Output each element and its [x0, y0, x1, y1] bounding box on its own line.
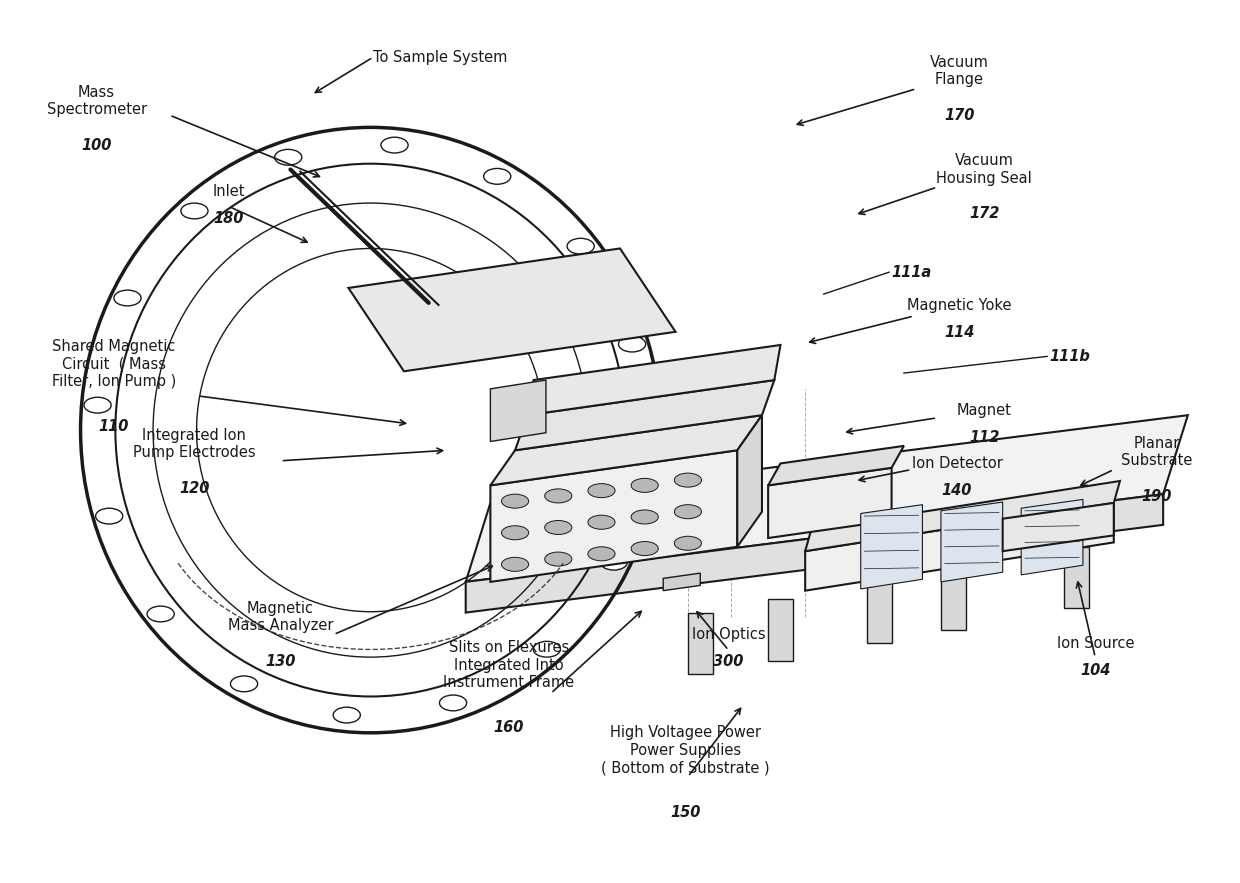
- Ellipse shape: [619, 336, 646, 352]
- Ellipse shape: [544, 552, 572, 566]
- Text: Magnet: Magnet: [957, 404, 1012, 419]
- Polygon shape: [941, 569, 966, 630]
- Polygon shape: [941, 502, 1003, 582]
- Polygon shape: [738, 415, 761, 547]
- Text: 114: 114: [945, 325, 975, 340]
- Text: Vacuum
Flange: Vacuum Flange: [930, 55, 990, 87]
- Ellipse shape: [631, 541, 658, 555]
- Ellipse shape: [484, 169, 511, 185]
- Polygon shape: [1064, 547, 1089, 608]
- Text: 300: 300: [713, 653, 744, 668]
- Polygon shape: [1003, 503, 1114, 551]
- Polygon shape: [805, 503, 1114, 591]
- Ellipse shape: [274, 149, 301, 165]
- Polygon shape: [466, 494, 1163, 613]
- Ellipse shape: [588, 484, 615, 498]
- Text: Slits on Flexures
Integrated Into
Instrument Frame: Slits on Flexures Integrated Into Instru…: [444, 640, 574, 691]
- Text: 111a: 111a: [892, 265, 931, 280]
- Polygon shape: [490, 380, 546, 442]
- Polygon shape: [490, 450, 738, 582]
- Ellipse shape: [231, 676, 258, 691]
- Text: 160: 160: [494, 720, 525, 735]
- Polygon shape: [861, 505, 923, 589]
- Text: 170: 170: [945, 108, 975, 123]
- Text: Mass
Spectrometer: Mass Spectrometer: [47, 85, 146, 117]
- Text: Magnetic
Mass Analyzer: Magnetic Mass Analyzer: [228, 600, 334, 633]
- Ellipse shape: [675, 505, 702, 518]
- Ellipse shape: [675, 536, 702, 550]
- Ellipse shape: [600, 555, 627, 570]
- Ellipse shape: [114, 291, 141, 306]
- Polygon shape: [1022, 500, 1083, 575]
- Polygon shape: [805, 481, 1120, 551]
- Polygon shape: [688, 613, 713, 674]
- Ellipse shape: [631, 510, 658, 524]
- Polygon shape: [490, 415, 761, 486]
- Text: 130: 130: [265, 653, 295, 668]
- Ellipse shape: [381, 137, 408, 153]
- Ellipse shape: [181, 203, 208, 219]
- Ellipse shape: [631, 479, 658, 493]
- Polygon shape: [768, 600, 792, 660]
- Ellipse shape: [630, 447, 657, 463]
- Polygon shape: [768, 446, 904, 486]
- Ellipse shape: [544, 489, 572, 503]
- Ellipse shape: [588, 547, 615, 561]
- Text: Vacuum
Housing Seal: Vacuum Housing Seal: [936, 154, 1032, 185]
- Text: 110: 110: [99, 419, 129, 434]
- Ellipse shape: [501, 557, 528, 571]
- Text: 172: 172: [968, 207, 999, 222]
- Text: Ion Optics: Ion Optics: [692, 627, 765, 642]
- Text: 180: 180: [213, 211, 244, 226]
- Text: 150: 150: [671, 804, 701, 819]
- Text: Magnetic Yoke: Magnetic Yoke: [908, 298, 1012, 313]
- Ellipse shape: [501, 525, 528, 540]
- Text: 190: 190: [1142, 489, 1172, 504]
- Text: Ion Source: Ion Source: [1056, 636, 1135, 651]
- Polygon shape: [867, 582, 892, 644]
- Ellipse shape: [439, 695, 466, 711]
- Polygon shape: [515, 380, 774, 450]
- Text: High Voltagee Power
Power Supplies
( Bottom of Substrate ): High Voltagee Power Power Supplies ( Bot…: [601, 726, 770, 775]
- Text: 104: 104: [1080, 662, 1111, 677]
- Polygon shape: [768, 468, 892, 538]
- Ellipse shape: [675, 473, 702, 487]
- Text: 140: 140: [942, 483, 972, 498]
- Ellipse shape: [334, 707, 361, 723]
- Ellipse shape: [148, 606, 174, 622]
- Ellipse shape: [533, 641, 560, 657]
- Text: 120: 120: [179, 481, 210, 496]
- Text: 112: 112: [968, 430, 999, 445]
- Text: Inlet: Inlet: [212, 184, 246, 199]
- Ellipse shape: [95, 509, 123, 524]
- Polygon shape: [527, 345, 780, 415]
- Text: Integrated Ion
Pump Electrodes: Integrated Ion Pump Electrodes: [133, 428, 255, 460]
- Ellipse shape: [501, 494, 528, 509]
- Polygon shape: [663, 573, 701, 591]
- Text: 111b: 111b: [1049, 349, 1090, 364]
- Text: 100: 100: [82, 138, 112, 153]
- Ellipse shape: [588, 515, 615, 529]
- Polygon shape: [466, 415, 1188, 582]
- Ellipse shape: [567, 238, 594, 254]
- Ellipse shape: [84, 397, 112, 413]
- Text: To Sample System: To Sample System: [373, 49, 507, 64]
- Text: Shared Magnetic
Circuit  ( Mass
Filter, Ion Pump ): Shared Magnetic Circuit ( Mass Filter, I…: [52, 339, 176, 389]
- Polygon shape: [348, 248, 676, 372]
- Text: Ion Detector: Ion Detector: [911, 456, 1002, 471]
- Text: Planar
Substrate: Planar Substrate: [1121, 436, 1193, 468]
- Ellipse shape: [544, 520, 572, 534]
